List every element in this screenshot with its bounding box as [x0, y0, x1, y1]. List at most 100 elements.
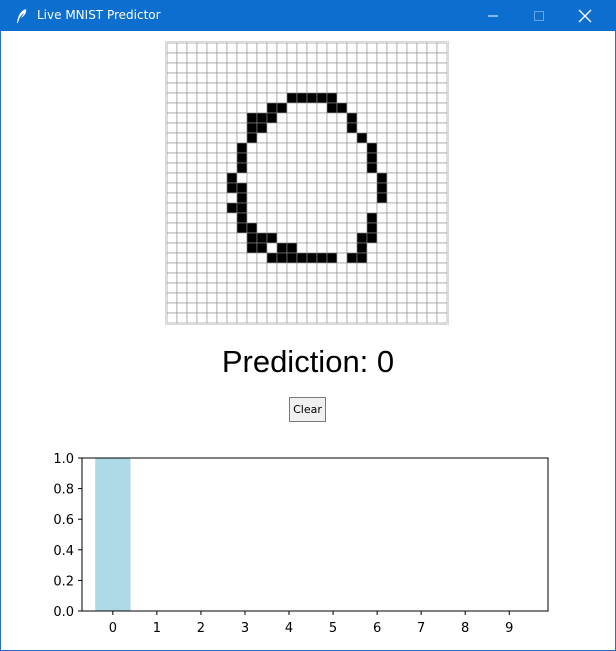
- grid-cell[interactable]: [256, 52, 268, 64]
- grid-cell[interactable]: [246, 152, 258, 164]
- grid-cell[interactable]: [406, 212, 418, 224]
- grid-cell[interactable]: [206, 182, 218, 194]
- grid-cell[interactable]: [196, 152, 208, 164]
- grid-cell[interactable]: [216, 192, 228, 204]
- grid-cell[interactable]: [416, 242, 428, 254]
- grid-cell[interactable]: [176, 232, 188, 244]
- grid-cell[interactable]: [216, 62, 228, 74]
- grid-cell[interactable]: [316, 192, 328, 204]
- grid-cell[interactable]: [276, 112, 288, 124]
- grid-cell[interactable]: [216, 52, 228, 64]
- grid-cell[interactable]: [406, 202, 418, 214]
- grid-cell[interactable]: [416, 122, 428, 134]
- grid-cell[interactable]: [356, 62, 368, 74]
- grid-cell[interactable]: [216, 122, 228, 134]
- grid-cell[interactable]: [306, 312, 318, 324]
- grid-cell[interactable]: [276, 202, 288, 214]
- grid-cell[interactable]: [196, 302, 208, 314]
- grid-cell[interactable]: [226, 212, 238, 224]
- grid-cell-filled[interactable]: [366, 212, 378, 224]
- grid-cell[interactable]: [416, 112, 428, 124]
- grid-cell[interactable]: [396, 262, 408, 274]
- grid-cell[interactable]: [216, 152, 228, 164]
- grid-cell[interactable]: [176, 92, 188, 104]
- grid-cell[interactable]: [296, 122, 308, 134]
- grid-cell[interactable]: [436, 282, 448, 294]
- grid-cell[interactable]: [416, 162, 428, 174]
- grid-cell[interactable]: [216, 252, 228, 264]
- grid-cell[interactable]: [366, 112, 378, 124]
- grid-cell[interactable]: [386, 172, 398, 184]
- grid-cell[interactable]: [376, 242, 388, 254]
- grid-cell[interactable]: [306, 62, 318, 74]
- grid-cell[interactable]: [256, 212, 268, 224]
- grid-cell[interactable]: [186, 92, 198, 104]
- grid-cell[interactable]: [226, 252, 238, 264]
- grid-cell[interactable]: [376, 312, 388, 324]
- grid-cell[interactable]: [186, 132, 198, 144]
- grid-cell[interactable]: [366, 102, 378, 114]
- grid-cell[interactable]: [166, 162, 178, 174]
- grid-cell[interactable]: [406, 222, 418, 234]
- grid-cell[interactable]: [416, 42, 428, 54]
- grid-cell[interactable]: [236, 132, 248, 144]
- grid-cell[interactable]: [316, 62, 328, 74]
- grid-cell[interactable]: [316, 202, 328, 214]
- grid-cell[interactable]: [336, 272, 348, 284]
- grid-cell[interactable]: [276, 42, 288, 54]
- grid-cell[interactable]: [326, 192, 338, 204]
- grid-cell[interactable]: [166, 62, 178, 74]
- grid-cell[interactable]: [306, 132, 318, 144]
- grid-cell[interactable]: [406, 112, 418, 124]
- grid-cell[interactable]: [246, 142, 258, 154]
- grid-cell[interactable]: [206, 172, 218, 184]
- grid-cell[interactable]: [336, 142, 348, 154]
- grid-cell[interactable]: [226, 122, 238, 134]
- grid-cell[interactable]: [406, 42, 418, 54]
- grid-cell[interactable]: [356, 92, 368, 104]
- grid-cell[interactable]: [286, 282, 298, 294]
- grid-cell[interactable]: [226, 262, 238, 274]
- grid-cell[interactable]: [256, 82, 268, 94]
- grid-cell[interactable]: [246, 272, 258, 284]
- grid-cell[interactable]: [346, 162, 358, 174]
- grid-cell[interactable]: [376, 42, 388, 54]
- grid-cell[interactable]: [376, 282, 388, 294]
- grid-cell[interactable]: [316, 222, 328, 234]
- grid-cell[interactable]: [436, 292, 448, 304]
- grid-cell[interactable]: [216, 262, 228, 274]
- grid-cell[interactable]: [336, 162, 348, 174]
- grid-cell[interactable]: [416, 312, 428, 324]
- grid-cell[interactable]: [416, 272, 428, 284]
- grid-cell[interactable]: [346, 212, 358, 224]
- grid-cell[interactable]: [376, 72, 388, 84]
- grid-cell[interactable]: [426, 72, 438, 84]
- grid-cell[interactable]: [326, 152, 338, 164]
- grid-cell[interactable]: [266, 202, 278, 214]
- grid-cell[interactable]: [356, 282, 368, 294]
- grid-cell[interactable]: [396, 272, 408, 284]
- grid-cell[interactable]: [206, 262, 218, 274]
- grid-cell[interactable]: [256, 92, 268, 104]
- grid-cell[interactable]: [176, 212, 188, 224]
- drawing-canvas[interactable]: [166, 42, 448, 324]
- grid-cell-filled[interactable]: [246, 222, 258, 234]
- grid-cell[interactable]: [426, 182, 438, 194]
- grid-cell[interactable]: [226, 312, 238, 324]
- title-bar[interactable]: Live MNIST Predictor: [0, 0, 616, 31]
- grid-cell[interactable]: [216, 302, 228, 314]
- grid-cell[interactable]: [386, 272, 398, 284]
- grid-cell[interactable]: [396, 152, 408, 164]
- grid-cell[interactable]: [346, 152, 358, 164]
- grid-cell-filled[interactable]: [276, 242, 288, 254]
- grid-cell[interactable]: [206, 192, 218, 204]
- grid-cell[interactable]: [386, 162, 398, 174]
- grid-cell[interactable]: [406, 142, 418, 154]
- grid-cell[interactable]: [246, 52, 258, 64]
- grid-cell[interactable]: [376, 252, 388, 264]
- grid-cell-filled[interactable]: [286, 242, 298, 254]
- grid-cell-filled[interactable]: [366, 232, 378, 244]
- grid-cell[interactable]: [196, 272, 208, 284]
- grid-cell[interactable]: [386, 202, 398, 214]
- grid-cell[interactable]: [206, 42, 218, 54]
